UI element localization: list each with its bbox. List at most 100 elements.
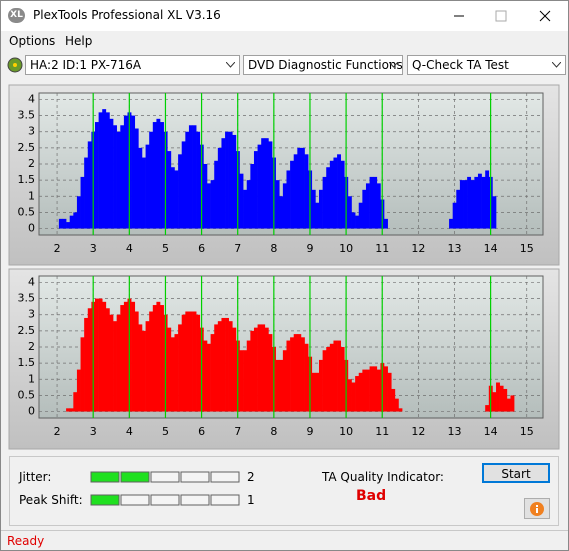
menu-options[interactable]: Options: [9, 34, 56, 48]
bar: [185, 131, 190, 229]
meter-segment: [180, 471, 210, 483]
x-tick-label: 7: [234, 242, 241, 255]
bar: [141, 157, 146, 229]
bar: [120, 305, 125, 412]
bar: [394, 398, 399, 412]
x-tick-label: 10: [339, 242, 353, 255]
bar: [123, 301, 128, 412]
jitter-value: 2: [247, 470, 255, 484]
meter-segment: [180, 494, 210, 506]
bar: [120, 125, 125, 229]
bar: [337, 154, 341, 229]
drive-select[interactable]: HA:2 ID:1 PX-716A: [25, 55, 240, 75]
bar: [102, 301, 107, 412]
y-tick-label: 3.5: [18, 292, 36, 305]
bar: [279, 359, 284, 412]
bar: [456, 189, 461, 229]
bar: [123, 115, 128, 229]
bar: [178, 154, 183, 229]
bar: [333, 157, 338, 229]
bar: [73, 212, 78, 229]
function-select[interactable]: DVD Diagnostic Functions: [243, 55, 403, 75]
bar: [293, 154, 298, 229]
bar: [160, 122, 164, 229]
bar: [95, 298, 99, 412]
bar: [131, 115, 136, 229]
test-select[interactable]: Q-Check TA Test: [407, 55, 566, 75]
bar: [113, 125, 117, 229]
bar: [188, 311, 193, 412]
meters: [90, 471, 240, 506]
bar: [214, 160, 219, 229]
bar: [246, 340, 251, 412]
x-tick-label: 5: [162, 425, 169, 438]
info-button[interactable]: [524, 498, 550, 519]
x-tick-label: 4: [126, 425, 133, 438]
bar: [250, 164, 255, 229]
window-controls[interactable]: [441, 1, 568, 31]
bar: [297, 334, 302, 412]
bar: [138, 147, 143, 229]
bar: [239, 173, 244, 229]
bar: [282, 350, 287, 412]
charts: 00.511.522.533.542 3 4 5 6 7 8 9 10 11 12 13 14 1500.…: [8, 84, 560, 450]
start-button[interactable]: Start: [482, 463, 550, 483]
x-tick-label: 2: [54, 425, 61, 438]
y-tick-label: 0: [28, 405, 35, 418]
bar: [217, 321, 222, 412]
bar: [76, 369, 81, 412]
bar: [225, 131, 229, 229]
bar: [98, 298, 103, 412]
bar: [243, 350, 248, 412]
bar: [188, 125, 193, 229]
bar: [264, 327, 269, 412]
menu-help[interactable]: Help: [65, 34, 93, 48]
x-tick-label: 7: [234, 425, 241, 438]
bar: [503, 388, 508, 412]
meter-segment: [150, 471, 180, 483]
bar: [300, 337, 305, 412]
bar: [322, 176, 327, 229]
bar: [84, 157, 89, 229]
bar: [329, 343, 334, 412]
bar: [214, 324, 219, 412]
bar: [300, 147, 305, 229]
close[interactable]: [539, 10, 551, 22]
bar: [279, 196, 284, 229]
bar: [369, 366, 374, 412]
bar: [69, 215, 74, 229]
y-tick-label: 2: [28, 340, 35, 353]
bar: [304, 343, 309, 412]
window-title: PlexTools Professional XL V3.16: [33, 8, 221, 22]
bar: [297, 147, 302, 229]
x-tick-label: 13: [447, 425, 461, 438]
bar: [315, 372, 320, 412]
y-tick-label: 4: [28, 275, 35, 288]
y-tick-label: 2.5: [18, 141, 36, 154]
bar: [474, 176, 479, 229]
bar: [293, 334, 298, 412]
maximize[interactable]: [495, 10, 507, 22]
bar: [311, 372, 316, 412]
bar: [362, 189, 367, 229]
bar: [105, 308, 110, 412]
bar: [167, 151, 172, 229]
bar: [452, 202, 457, 229]
bar: [257, 324, 262, 412]
x-tick-label: 9: [306, 242, 313, 255]
bar: [496, 382, 500, 412]
bar: [387, 372, 392, 412]
ta-value: Bad: [356, 488, 387, 504]
info-icon: [530, 502, 544, 516]
bar: [170, 337, 175, 412]
bar: [174, 334, 179, 412]
bar: [232, 327, 237, 412]
x-tick-label: 4: [126, 242, 133, 255]
bar: [355, 215, 360, 229]
bar: [365, 183, 370, 229]
bar: [221, 317, 226, 412]
bar: [477, 173, 482, 229]
bar: [459, 180, 464, 229]
x-tick-label: 12: [411, 242, 425, 255]
bar: [264, 138, 269, 229]
